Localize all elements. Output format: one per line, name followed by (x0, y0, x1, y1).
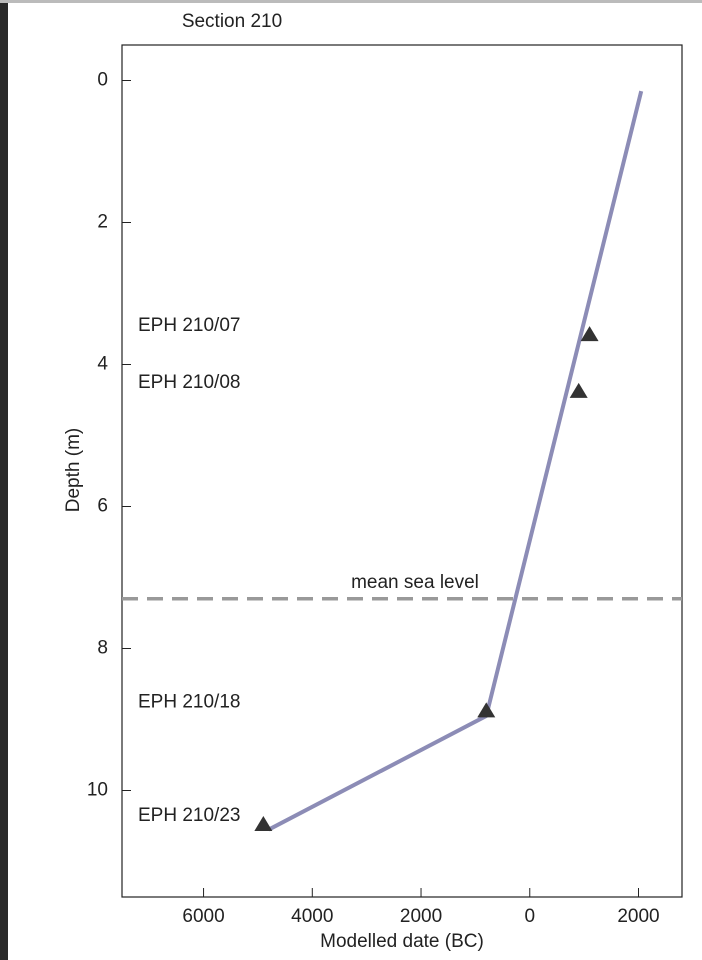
y-tick-label: 4 (97, 354, 108, 375)
sample-marker (580, 326, 599, 342)
plot-frame (121, 44, 683, 898)
sample-marker (569, 382, 588, 398)
x-axis-label: Modelled date (BC) (320, 931, 484, 952)
y-axis-label: Depth (m) (63, 428, 84, 512)
x-tick-label: 2000 (400, 906, 442, 927)
sample-label: EPH 210/07 (138, 315, 240, 336)
x-tick-label: 4000 (291, 906, 333, 927)
y-tick-label: 8 (97, 638, 108, 659)
x-tick-label: 2000 (617, 906, 659, 927)
x-tick-label: 0 (524, 906, 535, 927)
sample-label: EPH 210/08 (138, 372, 240, 393)
y-tick-label: 2 (97, 212, 108, 233)
sample-marker (477, 702, 496, 718)
top-edge (0, 0, 702, 3)
left-edge (0, 0, 8, 960)
chart-title: Section 210 (182, 11, 282, 32)
sample-label: EPH 210/18 (138, 691, 240, 712)
y-tick-label: 6 (97, 496, 108, 517)
reference-label: mean sea level (351, 572, 479, 593)
sample-label: EPH 210/23 (138, 805, 240, 826)
x-tick-label: 6000 (182, 906, 224, 927)
y-tick-label: 0 (97, 70, 108, 91)
sample-marker (254, 816, 273, 831)
y-tick-label: 10 (87, 780, 108, 801)
